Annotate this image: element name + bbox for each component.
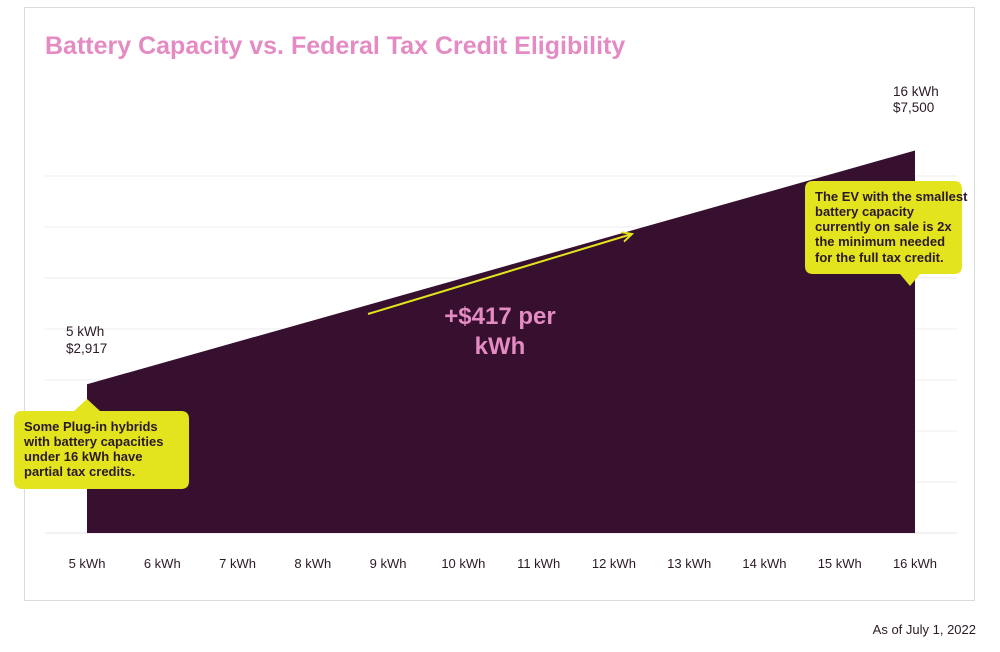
x-tick-label: 8 kWh [294, 556, 331, 571]
callout-right-line4: the minimum needed [815, 234, 945, 249]
rate-arrow [367, 234, 632, 315]
x-axis-ticks: 5 kWh 6 kWh 7 kWh 8 kWh 9 kWh 10 kWh 11 kWh 12 … [69, 556, 937, 571]
end-label-credit: $7,500 [893, 100, 934, 115]
rate-annotation-line1: +$417 per [444, 303, 555, 330]
x-tick-label: 6 kWh [144, 556, 181, 571]
x-tick-label: 13 kWh [667, 556, 711, 571]
callout-right-line1: The EV with the smallest [815, 189, 968, 204]
x-tick-label: 16 kWh [893, 556, 937, 571]
callout-left-line4: partial tax credits. [24, 464, 135, 479]
x-tick-label: 11 kWh [517, 556, 560, 571]
rate-annotation-line2: kWh [475, 333, 526, 360]
callout-left-line2: with battery capacities [23, 434, 163, 449]
x-tick-label: 7 kWh [219, 556, 256, 571]
chart-title: Battery Capacity vs. Federal Tax Credit … [45, 32, 625, 60]
end-label-kwh: 16 kWh [893, 84, 939, 99]
callout-left-line3: under 16 kWh have [24, 449, 142, 464]
x-tick-label: 12 kWh [592, 556, 636, 571]
callout-left-line1: Some Plug-in hybrids [24, 419, 158, 434]
footnote-date: As of July 1, 2022 [872, 622, 976, 637]
x-tick-label: 10 kWh [441, 556, 485, 571]
callout-right-line5: for the full tax credit. [815, 250, 944, 265]
x-tick-label: 15 kWh [818, 556, 862, 571]
callout-right: The EV with the smallest battery capacit… [805, 181, 968, 286]
credit-area [87, 150, 915, 533]
callout-right-line3: currently on sale is 2x [815, 219, 952, 234]
area-layer [87, 150, 915, 533]
callout-left-bubble [14, 399, 189, 489]
callout-left: Some Plug-in hybrids with battery capaci… [14, 399, 189, 489]
start-label-credit: $2,917 [66, 341, 107, 356]
x-tick-label: 9 kWh [370, 556, 407, 571]
start-label-kwh: 5 kWh [66, 324, 104, 339]
x-tick-label: 14 kWh [742, 556, 786, 571]
callout-right-bubble [805, 181, 962, 286]
callout-right-line2: battery capacity [815, 204, 915, 219]
x-tick-label: 5 kWh [69, 556, 106, 571]
